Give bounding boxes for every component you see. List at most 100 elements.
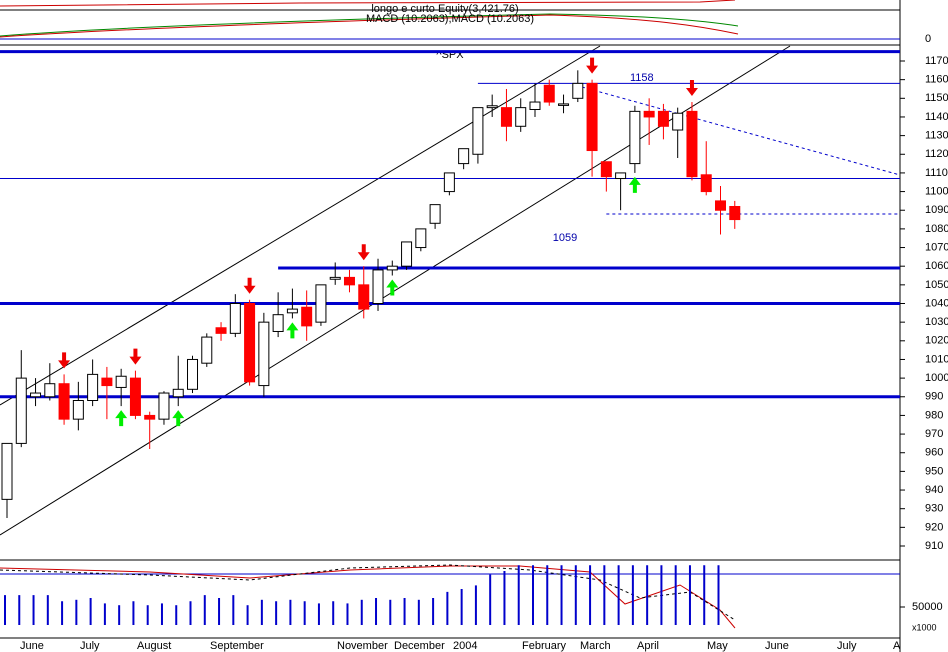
- channel-line: [0, 45, 791, 536]
- candle-body: [343, 276, 355, 286]
- y-tick-label: 980: [925, 409, 943, 421]
- candle-body: [615, 172, 627, 180]
- x-tick-label: July: [837, 640, 857, 652]
- y-tick-label: 910: [925, 540, 943, 552]
- y-tick-label: 1120: [925, 148, 948, 160]
- candle-body: [286, 308, 298, 314]
- x-tick-label: September: [210, 640, 264, 652]
- x-tick-label: A: [893, 640, 901, 652]
- buy-arrow: [172, 410, 185, 427]
- candle-body: [1, 442, 13, 500]
- y-tick-label: 1060: [925, 260, 948, 272]
- sell-arrow: [243, 277, 256, 294]
- level-label: 1158: [630, 72, 654, 84]
- y-tick-label: 1020: [925, 335, 948, 347]
- y-tick-label: 1110: [925, 167, 948, 179]
- candle-body: [472, 107, 484, 155]
- candle-body: [129, 377, 141, 416]
- candle-body: [58, 383, 70, 420]
- candle-body: [329, 276, 341, 280]
- y-tick-label: 1030: [925, 316, 948, 328]
- candle-body: [72, 400, 84, 420]
- candle-body: [115, 375, 127, 388]
- candle-body: [429, 204, 441, 224]
- y-tick-label: 930: [925, 503, 943, 515]
- candle-body: [672, 112, 684, 131]
- candle-body: [144, 414, 156, 420]
- sell-arrow: [58, 352, 71, 369]
- y-tick-label: 1170: [925, 55, 948, 67]
- candle-body: [229, 303, 241, 334]
- candle-body: [358, 284, 370, 310]
- candle-body: [443, 172, 455, 193]
- buy-arrow: [386, 279, 399, 296]
- x-tick-label: 2004: [453, 640, 477, 652]
- y-tick-label: 1140: [925, 111, 948, 123]
- buy-arrow: [286, 322, 299, 339]
- candle-body: [401, 241, 413, 267]
- candle-body: [600, 161, 612, 178]
- y-tick-label: 1040: [925, 297, 948, 309]
- candle-body: [15, 377, 27, 444]
- x-tick-label: July: [80, 640, 100, 652]
- y-tick-label: 940: [925, 484, 943, 496]
- macd-line: [0, 13, 739, 37]
- y-tick-label: 1130: [925, 130, 948, 142]
- y-tick-label: 1150: [925, 92, 948, 104]
- channel-line: [0, 45, 601, 406]
- x-tick-label: November: [337, 640, 388, 652]
- candle-body: [258, 321, 270, 387]
- candle-body: [44, 383, 56, 398]
- y-tick-label: 1070: [925, 241, 948, 253]
- candle-body: [244, 303, 256, 383]
- candle-body: [372, 269, 384, 304]
- sell-arrow: [685, 80, 698, 97]
- candle-body: [458, 148, 470, 165]
- candle-body: [101, 377, 113, 387]
- x-tick-label: June: [20, 640, 44, 652]
- y-tick-label: 1100: [925, 185, 948, 197]
- candle-body: [629, 110, 641, 165]
- macd-signal: [0, 14, 739, 38]
- trend-line: [581, 86, 901, 176]
- level-label: 1059: [553, 232, 577, 244]
- y-tick-label: 1000: [925, 372, 948, 384]
- candle-body: [700, 174, 712, 193]
- candle-body: [586, 82, 598, 152]
- candle-body: [301, 306, 313, 327]
- x-axis: June July August September November Dece…: [20, 640, 901, 652]
- candle-body: [543, 84, 555, 103]
- candle-body: [215, 327, 227, 334]
- candle-body: [500, 107, 512, 127]
- candle-body: [415, 228, 427, 249]
- candle-body: [729, 206, 741, 221]
- y-tick-label: 920: [925, 521, 943, 533]
- candle-body: [158, 392, 170, 420]
- y-tick-label: 970: [925, 428, 943, 440]
- candle-body: [515, 107, 527, 127]
- candle-body: [272, 314, 284, 332]
- y-tick-label: 1010: [925, 353, 948, 365]
- candle-body: [558, 103, 570, 106]
- candle-body: [201, 336, 213, 364]
- x-tick-label: December: [394, 640, 445, 652]
- candle-body: [87, 373, 99, 401]
- x-tick-label: April: [637, 640, 659, 652]
- y-tick-label: 960: [925, 447, 943, 459]
- candle-body: [686, 110, 698, 178]
- candle-body: [715, 200, 726, 211]
- y-tick-label: 1050: [925, 279, 948, 291]
- sell-arrow: [129, 348, 142, 365]
- y-tick-label: 1080: [925, 223, 948, 235]
- sell-arrow: [357, 244, 370, 261]
- sell-arrow: [586, 57, 599, 74]
- x-tick-label: June: [765, 640, 789, 652]
- buy-arrow: [628, 176, 641, 193]
- candle-body: [486, 105, 498, 109]
- macd-line: [0, 565, 736, 629]
- y-tick-label: 50000: [912, 601, 943, 613]
- x-tick-label: March: [580, 640, 611, 652]
- x-tick-label: February: [522, 640, 567, 652]
